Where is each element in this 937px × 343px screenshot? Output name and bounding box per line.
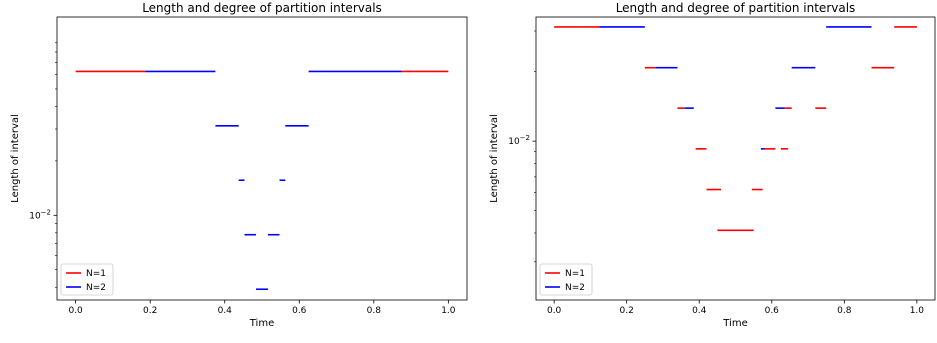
chart2-x-tick-label: 0.6	[765, 306, 780, 316]
chart1-legend-label: N=1	[86, 269, 106, 279]
chart2-x-tick-label: 0.0	[547, 306, 562, 316]
chart1-x-tick-label: 0.4	[218, 306, 233, 316]
chart2-legend-label: N=1	[565, 269, 585, 279]
chart1-x-tick-label: 1.0	[441, 306, 456, 316]
chart1-y-tick-label: 10−2	[29, 208, 51, 221]
chart2-y-tick-label: 10−2	[508, 134, 530, 147]
chart2-x-tick-label: 1.0	[910, 306, 925, 316]
chart1-x-tick-label: 0.6	[292, 306, 307, 316]
chart2-x-tick-label: 0.2	[620, 306, 634, 316]
chart1-title: Length and degree of partition intervals	[142, 1, 382, 15]
chart2-x-tick-label: 0.8	[837, 306, 852, 316]
chart1-x-axis-label: Time	[249, 318, 274, 329]
chart2-plot-frame	[535, 16, 936, 301]
chart1-x-tick-label: 0.2	[143, 306, 157, 316]
chart2-legend-label: N=2	[565, 283, 585, 293]
chart1-plot-frame	[56, 16, 468, 301]
chart1-x-tick-label: 0.8	[367, 306, 382, 316]
chart2-panel: Length and degree of partition intervals…	[489, 1, 936, 329]
chart2-y-axis-label: Length of interval	[489, 114, 500, 203]
chart1-legend-label: N=2	[86, 283, 106, 293]
chart1-x-tick-label: 0.0	[68, 306, 83, 316]
chart2-x-axis-label: Time	[722, 318, 747, 329]
chart1-y-axis-label: Length of interval	[10, 114, 21, 203]
chart2-x-tick-label: 0.4	[692, 306, 707, 316]
chart2-title: Length and degree of partition intervals	[616, 1, 856, 15]
chart1-panel: Length and degree of partition intervals…	[10, 1, 468, 329]
